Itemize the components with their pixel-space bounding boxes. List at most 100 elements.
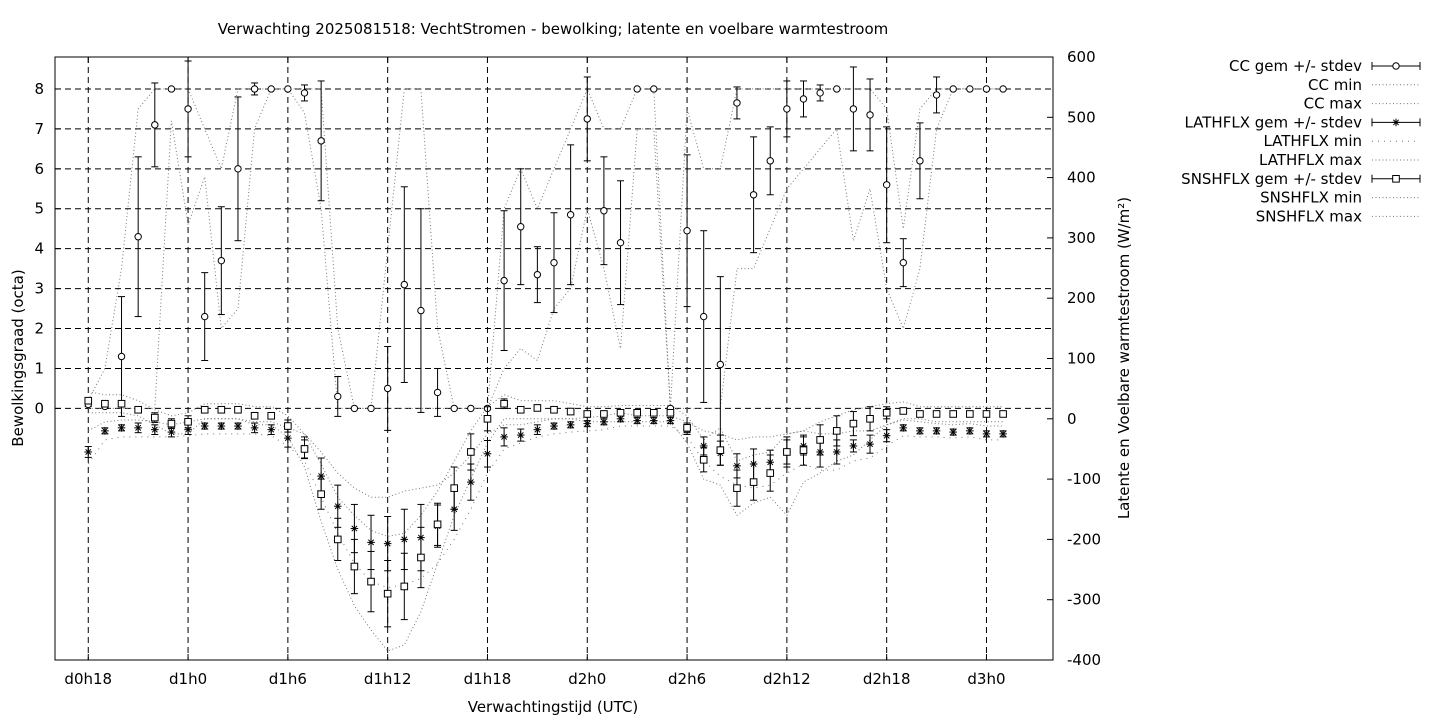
snshflx-point xyxy=(134,405,142,414)
y-tick-label: 7 xyxy=(34,120,44,138)
cc-point xyxy=(949,85,957,93)
snshflx-point xyxy=(400,582,409,591)
lathflx-point xyxy=(566,421,575,429)
cc-point xyxy=(151,121,159,129)
x-tick-label: d2h18 xyxy=(863,670,911,688)
snshflx-point xyxy=(151,413,159,422)
snshflx-point xyxy=(583,410,592,418)
cc-point xyxy=(417,306,425,315)
cc-point xyxy=(716,360,725,369)
lathflx-point xyxy=(151,425,159,434)
cc-point xyxy=(217,256,226,265)
y-tick-label: 8 xyxy=(34,80,44,98)
cc-point xyxy=(533,270,542,279)
snshflx-point xyxy=(832,427,841,435)
cc-point xyxy=(400,280,408,289)
cc-max-line xyxy=(87,87,1004,409)
legend-label: SNSHFLX max xyxy=(1256,207,1362,225)
lathflx-point xyxy=(333,502,342,511)
y-tick-label: 4 xyxy=(34,240,44,258)
lathflx-point xyxy=(500,433,508,441)
cc-point xyxy=(866,111,874,119)
cc-point xyxy=(999,85,1007,93)
snshflx-point xyxy=(300,445,309,453)
snshflx-point xyxy=(600,410,608,418)
snshflx-point xyxy=(450,484,458,492)
y2-tick-label: -100 xyxy=(1067,470,1101,488)
cc-point xyxy=(733,99,741,107)
x-tick-label: d2h6 xyxy=(668,670,706,688)
x-tick-label: d2h0 xyxy=(568,670,606,688)
cc-point xyxy=(966,85,974,93)
x-tick-label: d1h18 xyxy=(464,670,512,688)
lathflx-point xyxy=(367,538,375,547)
cc-point xyxy=(783,105,791,113)
axes: d0h18 d1h0 d1h6 d1h12 d1h18 d2h0 d2h6 d2h12 d2h1… xyxy=(34,48,1101,688)
cc-point xyxy=(201,312,209,321)
legend-label: CC min xyxy=(1308,76,1362,94)
lathflx-point xyxy=(550,422,558,430)
snshflx-point xyxy=(766,469,775,477)
y2-axis-label: Latente en Voelbare warmtestroom (W/m²) xyxy=(1115,197,1133,519)
y-tick-label: 6 xyxy=(34,160,44,178)
snshflx-point xyxy=(849,419,858,428)
cc-point xyxy=(799,95,808,103)
snshflx-point xyxy=(333,535,342,544)
cc-point xyxy=(500,276,508,285)
cc-point xyxy=(467,404,475,413)
snshflx-point xyxy=(383,589,392,598)
lathflx-point xyxy=(200,422,209,430)
legend-marker xyxy=(1392,62,1400,70)
snshflx-point xyxy=(816,436,824,444)
lathflx-point xyxy=(966,427,974,435)
cc-point xyxy=(250,85,259,93)
y2-tick-label: -400 xyxy=(1067,651,1101,669)
cc-point xyxy=(899,258,907,267)
snshflx-point xyxy=(433,520,442,529)
snshflx-point xyxy=(217,405,226,414)
y-tick-label: 3 xyxy=(34,280,44,298)
lathflx-point xyxy=(916,427,924,435)
y2-tick-label: 100 xyxy=(1067,350,1096,368)
x-tick-label: d1h0 xyxy=(169,670,207,688)
lathflx-point xyxy=(583,419,592,428)
legend-label: LATHFLX min xyxy=(1263,132,1362,150)
lathflx-point xyxy=(400,535,409,544)
lathflx-point xyxy=(932,427,941,435)
lathflx-point xyxy=(982,430,991,438)
snshflx-point xyxy=(117,399,126,408)
lathflx-point xyxy=(666,416,675,425)
x-tick-label: d2h12 xyxy=(763,670,811,688)
y2-tick-label: 300 xyxy=(1067,229,1096,247)
lathflx-point xyxy=(999,430,1007,438)
lathflx-point xyxy=(284,434,292,442)
snshflx-point xyxy=(284,422,292,430)
cc-point xyxy=(450,404,458,413)
chart-title: Verwachting 2025081518: VechtStromen - b… xyxy=(218,20,889,38)
cc-point xyxy=(134,233,142,241)
snshflx-point xyxy=(516,405,525,414)
lathflx-point xyxy=(832,448,841,456)
cc-point xyxy=(882,181,891,189)
snshflx-point xyxy=(533,404,542,412)
y-tick-label: 5 xyxy=(34,200,44,218)
lathflx-point xyxy=(733,462,741,470)
snshflx-max-line xyxy=(88,391,1004,537)
snshflx-point xyxy=(367,577,375,586)
legend-marker xyxy=(1392,118,1400,127)
snshflx-point xyxy=(483,415,492,423)
snshflx-point xyxy=(999,410,1007,418)
snshflx-point xyxy=(733,484,741,492)
lathflx-point xyxy=(234,422,242,430)
snshflx-point xyxy=(749,478,758,486)
cc-point xyxy=(650,85,658,93)
lathflx-point xyxy=(899,424,908,432)
cc-point xyxy=(517,223,525,231)
snshflx-point xyxy=(716,446,725,454)
snshflx-point xyxy=(650,408,658,417)
y2-tick-label: 200 xyxy=(1067,289,1096,307)
cc-point xyxy=(334,392,342,401)
cc-point xyxy=(916,157,924,165)
cc-point xyxy=(600,207,608,215)
